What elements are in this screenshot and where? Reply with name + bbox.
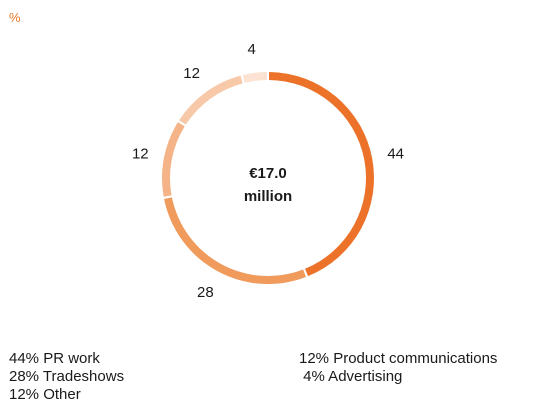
donut-chart: 44 28 12 12 4 €17.0 million xyxy=(132,41,404,301)
value-label-pr-work: 44 xyxy=(387,146,404,163)
value-label-tradeshows: 28 xyxy=(197,284,214,301)
donut-slices xyxy=(161,72,375,284)
value-label-other: 12 xyxy=(132,146,149,163)
donut-slice-advertising xyxy=(242,72,267,83)
center-label-unit: million xyxy=(244,188,292,205)
donut-value-labels: 44 28 12 12 4 xyxy=(132,41,404,301)
legend-item-tradeshows: 28% Tradeshows xyxy=(9,368,125,385)
legend-item-other: 12% Other xyxy=(9,386,81,403)
legend-item-pr-work: 44% PR work xyxy=(9,350,100,367)
donut-slice-other xyxy=(161,122,185,197)
legend-item-product-communications: 12% Product communications xyxy=(299,350,498,367)
donut-slice-product-communications xyxy=(179,75,243,125)
value-label-product-communications: 12 xyxy=(183,65,200,82)
unit-label: % xyxy=(9,10,21,25)
center-label-amount: €17.0 xyxy=(249,165,287,182)
value-label-advertising: 4 xyxy=(248,41,256,58)
donut-slice-tradeshows xyxy=(164,197,306,284)
legend-item-advertising: 4% Advertising xyxy=(299,368,403,385)
